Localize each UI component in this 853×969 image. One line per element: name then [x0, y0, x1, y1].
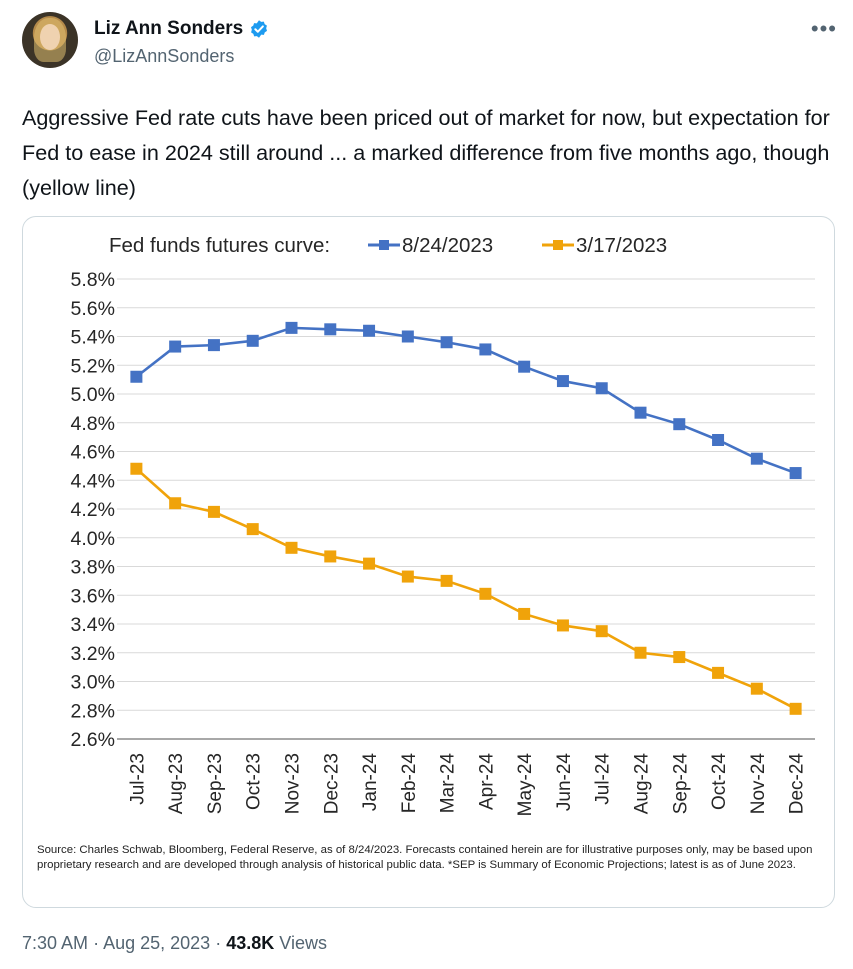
x-tick-label: May-24 [515, 753, 536, 817]
x-tick-label: Feb-24 [399, 753, 420, 814]
data-point [750, 452, 763, 465]
data-point [673, 651, 686, 664]
data-point [634, 406, 647, 419]
tweet-time[interactable]: 7:30 AM [22, 933, 89, 953]
tweet-header: Liz Ann Sonders @LizAnnSonders ••• [22, 12, 837, 72]
data-point [673, 418, 686, 431]
x-tick-label: Jun-24 [554, 753, 575, 812]
chart-card[interactable]: 5.8% 5.6% 5.4% 5.2% 5.0% 4.8% 4.6% 4.4% 4.2% 4.0%… [22, 216, 835, 908]
data-point [595, 625, 608, 638]
y-tick-label: 3.8% [71, 557, 115, 579]
data-point [130, 370, 143, 383]
data-point [324, 323, 337, 336]
data-point [285, 321, 298, 334]
x-tick-label: Dec-24 [787, 753, 808, 815]
data-point [789, 702, 802, 715]
avatar[interactable] [22, 12, 78, 68]
y-tick-label: 5.8% [71, 269, 115, 291]
x-tick-label: Nov-24 [748, 753, 769, 815]
data-point [556, 375, 569, 388]
y-tick-label: 4.4% [71, 470, 115, 492]
data-point [479, 587, 492, 600]
data-point [363, 324, 376, 337]
x-tick-label: Jan-24 [360, 753, 381, 812]
chart-title: Fed funds futures curve: [109, 234, 330, 257]
data-point [285, 541, 298, 554]
y-tick-label: 3.4% [71, 614, 115, 636]
y-tick-label: 4.6% [71, 442, 115, 464]
x-tick-label: Mar-24 [438, 753, 459, 814]
data-point [130, 462, 143, 475]
data-point [440, 574, 453, 587]
data-point [712, 666, 725, 679]
chart-source-note: Source: Charles Schwab, Bloomberg, Feder… [37, 844, 813, 871]
views-count: 43.8K [226, 933, 275, 953]
fed-funds-chart: 5.8% 5.6% 5.4% 5.2% 5.0% 4.8% 4.6% 4.4% 4.2% 4.0%… [71, 234, 815, 817]
data-point [207, 339, 220, 352]
x-tick-label: Sep-23 [205, 753, 226, 814]
data-point [595, 382, 608, 395]
x-tick-label: Dec-23 [321, 753, 342, 814]
data-point [750, 682, 763, 695]
x-tick-label: Nov-23 [283, 753, 304, 814]
data-point [479, 343, 492, 356]
author-handle[interactable]: @LizAnnSonders [94, 46, 235, 66]
data-point [363, 557, 376, 570]
author-name[interactable]: Liz Ann Sonders [94, 18, 244, 39]
data-point [246, 334, 259, 347]
data-point [440, 336, 453, 349]
y-tick-label: 2.6% [71, 729, 115, 751]
legend-label: 3/17/2023 [576, 234, 667, 257]
y-tick-label: 2.8% [71, 700, 115, 722]
y-tick-label: 5.6% [71, 298, 115, 320]
tweet-text: Aggressive Fed rate cuts have been price… [22, 105, 830, 200]
data-point [518, 607, 531, 620]
legend-label: 8/24/2023 [402, 234, 493, 257]
data-point [246, 523, 259, 536]
x-tick-label: Aug-23 [166, 753, 187, 814]
data-point [712, 434, 725, 446]
data-point [324, 550, 337, 563]
views-label: Views [279, 933, 327, 953]
x-tick-label: Aug-24 [632, 753, 653, 815]
y-tick-label: 3.6% [71, 585, 115, 607]
legend-marker [553, 240, 563, 250]
x-tick-label: Apr-24 [476, 753, 497, 810]
avatar-face [40, 24, 60, 50]
tweet-footer: 7:30 AM · Aug 25, 2023 · 43.8K Views [22, 933, 327, 954]
y-tick-label: 4.0% [71, 528, 115, 550]
x-tick-label: Jul-23 [127, 753, 148, 805]
data-point [634, 646, 647, 659]
data-point [401, 330, 414, 343]
y-tick-label: 5.4% [71, 327, 115, 349]
footer-separator: · [215, 933, 222, 953]
author-name-row: Liz Ann Sonders [94, 18, 269, 40]
legend-marker [379, 240, 389, 250]
y-tick-label: 4.8% [71, 413, 115, 435]
x-tick-label: Jul-24 [593, 753, 614, 805]
data-point [207, 505, 220, 518]
y-tick-label: 5.2% [71, 355, 115, 377]
verified-badge-icon [251, 20, 268, 38]
footer-separator: · [93, 933, 100, 953]
y-tick-label: 5.0% [71, 384, 115, 406]
y-tick-label: 3.0% [71, 672, 115, 694]
x-tick-label: Oct-23 [244, 753, 265, 810]
data-point [518, 360, 531, 373]
data-point [169, 340, 182, 353]
series-line [135, 326, 797, 475]
x-tick-label: Sep-24 [670, 753, 691, 815]
data-point [169, 497, 182, 510]
y-tick-label: 4.2% [71, 499, 115, 521]
data-point [401, 570, 414, 583]
data-point [556, 619, 569, 632]
tweet-date[interactable]: Aug 25, 2023 [103, 933, 211, 953]
x-tick-label: Oct-24 [709, 753, 730, 810]
data-point [789, 467, 802, 480]
series-line [135, 467, 797, 710]
more-options-icon[interactable]: ••• [810, 16, 837, 41]
y-tick-label: 3.2% [71, 643, 115, 665]
